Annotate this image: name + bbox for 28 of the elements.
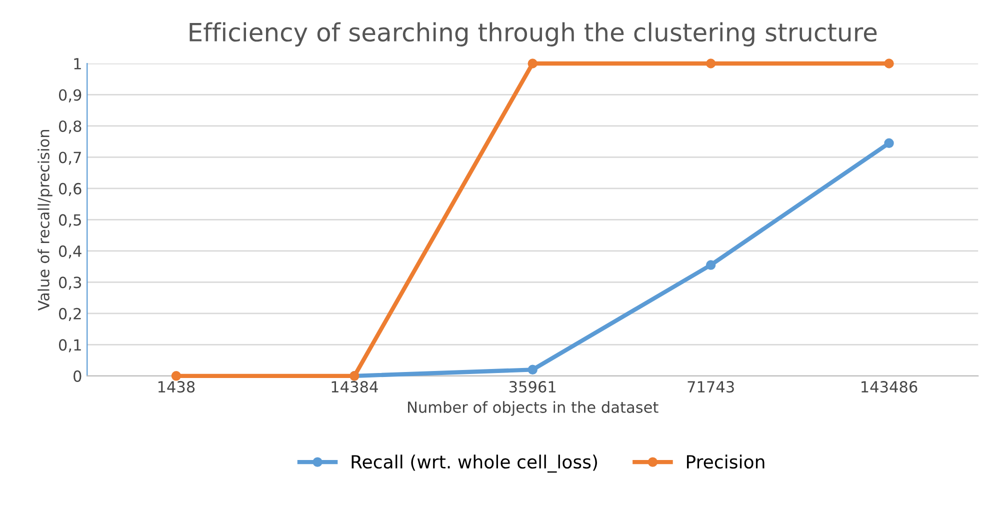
y-tick-label: 0,9 [58, 89, 82, 102]
legend-label: Precision [686, 454, 764, 469]
x-axis-title: Number of objects in the dataset [408, 401, 658, 416]
x-tick-label: 35961 [509, 381, 556, 393]
y-tick-label: 0,8 [58, 120, 82, 134]
chart-title: Efficiency of searching through the clustering structure [190, 22, 877, 46]
y-tick-label: 0,6 [58, 182, 82, 196]
y-tick-label: 0,5 [58, 214, 81, 228]
point [171, 371, 182, 381]
x-tick-label: 1438 [158, 381, 195, 393]
y-tick-label: 0,7 [58, 152, 81, 165]
y-tick-label: 0,4 [58, 245, 82, 259]
point [528, 58, 538, 68]
y-tick-label: 0,3 [58, 276, 82, 290]
point [528, 364, 538, 375]
y-tick-label: 0,1 [58, 339, 81, 352]
point [706, 260, 716, 270]
point [884, 138, 894, 148]
point [706, 58, 716, 68]
x-tick-label: 143486 [862, 381, 918, 393]
y-axis-title: Value of recall/precision [38, 130, 52, 311]
x-tick-label: 71743 [688, 381, 734, 393]
y-tick-label: 0,2 [58, 308, 81, 322]
legend-label: Recall (wrt. whole cell_loss) [352, 454, 598, 473]
x-tick-label: 14384 [332, 381, 378, 393]
point [884, 58, 894, 68]
y-tick-label: 1 [74, 58, 81, 70]
y-tick-label: 0 [74, 370, 82, 382]
